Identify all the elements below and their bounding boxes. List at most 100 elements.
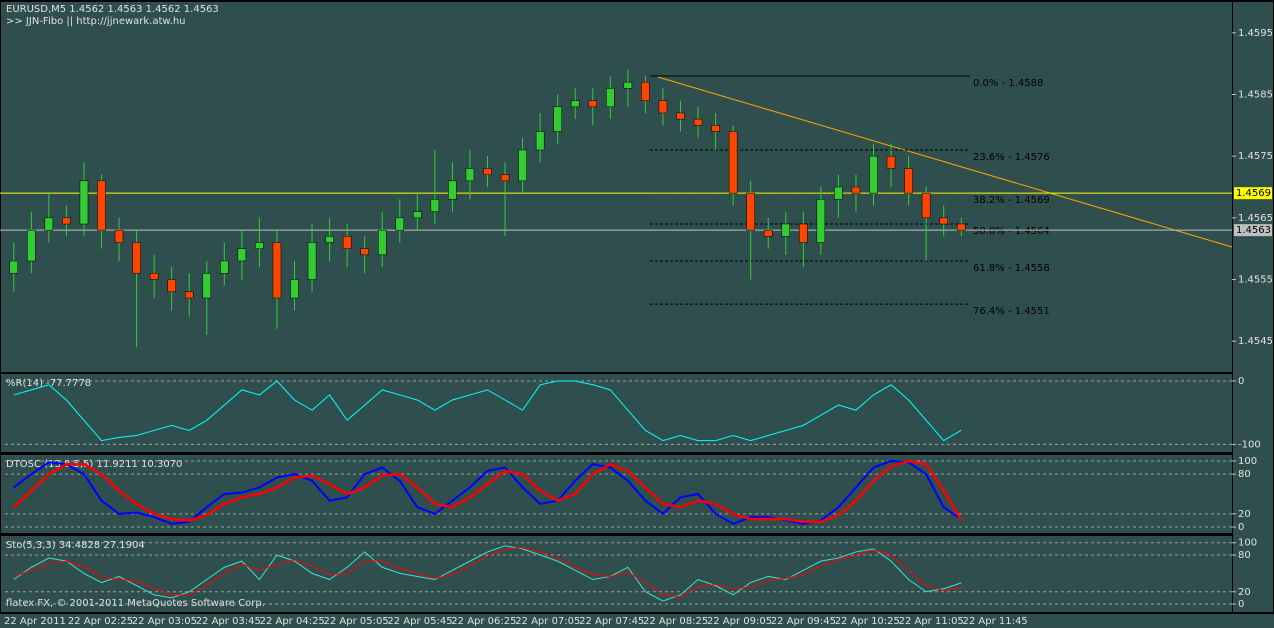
candle-body bbox=[9, 260, 19, 274]
candle-body bbox=[939, 217, 948, 225]
candle-body bbox=[606, 88, 615, 108]
candle-body bbox=[220, 260, 229, 274]
fib-label: 38.2% - 1.4569 bbox=[973, 195, 1050, 206]
candle-body bbox=[816, 199, 826, 243]
x-tick-label: 22 Apr 03:45 bbox=[196, 616, 261, 627]
candle-body bbox=[395, 217, 405, 231]
candle-body bbox=[44, 217, 54, 231]
x-tick-label: 22 Apr 2011 bbox=[4, 616, 66, 627]
indicator-line bbox=[12, 459, 963, 524]
main-panel bbox=[1, 2, 1232, 372]
candle-body bbox=[500, 174, 510, 182]
x-tick-label: 22 Apr 09:45 bbox=[771, 616, 836, 627]
candle-body bbox=[518, 149, 527, 182]
candle-body bbox=[851, 186, 861, 194]
indicator-line bbox=[13, 380, 962, 442]
x-tick-label: 22 Apr 10:25 bbox=[835, 616, 900, 627]
y-tick-label: 1.4545 bbox=[1238, 336, 1273, 347]
candle-body bbox=[272, 242, 282, 299]
candle-body bbox=[325, 236, 334, 243]
x-tick-label: 22 Apr 05:05 bbox=[324, 616, 389, 627]
candle-body bbox=[886, 155, 896, 169]
candle-body bbox=[307, 242, 317, 280]
y-tick-label: 100 bbox=[1238, 456, 1257, 467]
candle-body bbox=[781, 223, 791, 237]
candle-body bbox=[184, 291, 194, 299]
copyright: flatex FX, © 2001-2011 MetaQuotes Softwa… bbox=[6, 598, 265, 609]
candle-body bbox=[728, 131, 738, 194]
price-tag bbox=[1234, 187, 1272, 200]
candle-body bbox=[711, 125, 720, 132]
trend-line bbox=[657, 76, 1233, 248]
y-tick-label: 1.4555 bbox=[1238, 275, 1273, 286]
x-tick-label: 22 Apr 09:05 bbox=[707, 616, 772, 627]
candle-body bbox=[342, 236, 352, 249]
y-tick-label: 20 bbox=[1238, 509, 1251, 520]
x-tick-label: 22 Apr 05:45 bbox=[387, 616, 452, 627]
price-scale bbox=[1233, 2, 1273, 612]
candle-body bbox=[167, 279, 176, 293]
candle-body bbox=[79, 180, 89, 225]
candle-body bbox=[97, 180, 106, 231]
chart-subtitle: >> JJN-Fibo || http://jjnewark.atw.hu bbox=[6, 16, 186, 27]
y-tick-label: 0 bbox=[1238, 522, 1244, 533]
candle-body bbox=[763, 229, 773, 237]
panel-title: Sto(5,3,3) 34.4828 27.1904 bbox=[6, 540, 145, 551]
y-tick-label: -100 bbox=[1238, 439, 1261, 450]
y-tick-label: 1.4565 bbox=[1238, 213, 1273, 224]
fib-label: 0.0% - 1.4588 bbox=[973, 78, 1043, 89]
price-tag bbox=[1234, 224, 1272, 237]
candle-body bbox=[693, 118, 703, 126]
candle-body bbox=[869, 155, 878, 194]
candle-body bbox=[658, 100, 668, 114]
candle-body bbox=[62, 217, 71, 225]
x-tick-label: 22 Apr 02:25 bbox=[68, 616, 133, 627]
candle-body bbox=[535, 131, 545, 151]
candle-body bbox=[237, 248, 247, 262]
candle-body bbox=[483, 168, 492, 175]
dtosc-panel bbox=[1, 455, 1232, 533]
candle-body bbox=[641, 81, 650, 101]
y-tick-label: 1.4585 bbox=[1238, 90, 1273, 101]
y-tick-label: 0 bbox=[1238, 376, 1244, 387]
candle-body bbox=[904, 168, 913, 194]
sto-panel bbox=[1, 536, 1232, 612]
candle-body bbox=[921, 192, 931, 219]
x-tick-label: 22 Apr 07:45 bbox=[579, 616, 644, 627]
y-tick-label: 0 bbox=[1238, 599, 1244, 610]
fib-label: 76.4% - 1.4551 bbox=[973, 306, 1050, 317]
candle-body bbox=[377, 229, 387, 256]
y-tick-label: 80 bbox=[1238, 550, 1251, 561]
candle-body bbox=[430, 199, 440, 212]
candle-body bbox=[956, 223, 966, 231]
x-tick-label: 22 Apr 11:45 bbox=[963, 616, 1028, 627]
candle-body bbox=[553, 106, 562, 132]
x-tick-label: 22 Apr 06:25 bbox=[451, 616, 516, 627]
price-tag-label: 1.4563 bbox=[1236, 225, 1271, 236]
candle-body bbox=[623, 81, 633, 89]
time-scale bbox=[0, 614, 1274, 628]
candle-body bbox=[676, 112, 685, 120]
panel-title: DTOSC (13,8,5,5) 11.9211 10.3070 bbox=[6, 459, 182, 470]
x-tick-label: 22 Apr 11:05 bbox=[899, 616, 964, 627]
candle-body bbox=[448, 180, 457, 200]
candle-body bbox=[290, 279, 299, 299]
x-tick-label: 22 Apr 08:25 bbox=[643, 616, 708, 627]
y-tick-label: 1.4575 bbox=[1238, 151, 1273, 162]
fib-label: 61.8% - 1.4558 bbox=[973, 263, 1050, 274]
candle-body bbox=[27, 229, 36, 262]
price-tag-label: 1.4569 bbox=[1236, 188, 1271, 199]
indicator-line bbox=[13, 459, 962, 525]
y-tick-label: 1.4595 bbox=[1238, 28, 1273, 39]
candle-body bbox=[360, 248, 369, 256]
x-tick-label: 22 Apr 03:05 bbox=[132, 616, 197, 627]
chart-title: EURUSD,M5 1.4562 1.4563 1.4562 1.4563 bbox=[6, 4, 219, 15]
candle-body bbox=[588, 100, 598, 108]
fib-label: 50.0% - 1.4564 bbox=[973, 226, 1050, 237]
indicator-line bbox=[13, 547, 962, 598]
fib-label: 23.6% - 1.4576 bbox=[973, 152, 1050, 163]
candle-body bbox=[465, 168, 475, 182]
panel-title: %R(14) -77.7778 bbox=[6, 378, 91, 389]
candle-body bbox=[255, 242, 264, 249]
